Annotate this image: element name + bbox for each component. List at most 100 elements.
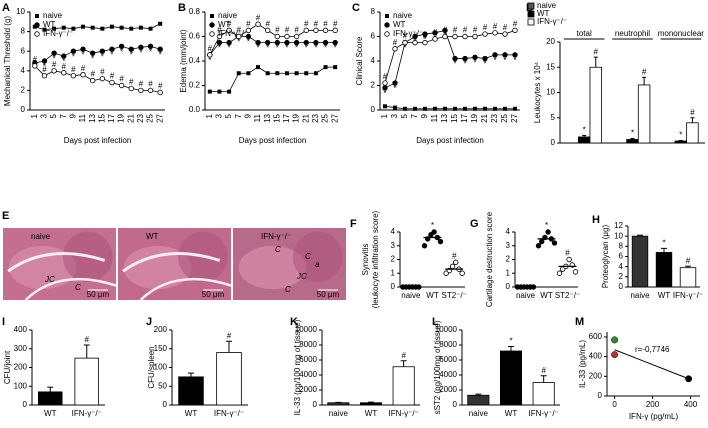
legend-label: naive [393, 11, 413, 20]
marker [492, 52, 498, 58]
legend-marker [34, 22, 40, 28]
significance: * [493, 56, 496, 65]
x-tick-label: 11 [253, 113, 262, 122]
significance: # [413, 32, 418, 41]
marker [118, 43, 125, 49]
panel-letter: C [352, 2, 360, 14]
y-tick-label: 0.6 [189, 32, 201, 41]
bar [637, 84, 651, 144]
significance: # [493, 22, 498, 31]
marker [89, 50, 96, 56]
significance: # [227, 19, 232, 28]
x-tick-label: 3 [215, 113, 224, 118]
significance: # [565, 249, 570, 258]
y-tick-label: 20 [546, 37, 555, 46]
series-line [209, 66, 336, 93]
y-tick-label: 0.4 [189, 56, 201, 65]
marker [413, 106, 417, 111]
x-tick-label: 23 [136, 113, 145, 122]
marker [138, 25, 143, 30]
y-tick-label: 0.8 [189, 7, 201, 16]
tissue [123, 246, 192, 290]
significance: # [81, 64, 86, 73]
micrograph-label: JC [296, 272, 307, 281]
marker [483, 106, 487, 111]
legend-marker [35, 14, 39, 18]
panel-letter: G [470, 218, 479, 230]
marker [472, 33, 478, 40]
marker [503, 106, 507, 111]
marker [284, 71, 289, 76]
significance: * [662, 238, 665, 247]
micrograph-label: C [285, 285, 291, 294]
significance: # [217, 26, 222, 35]
panel-letter: L [432, 316, 439, 328]
dot [459, 270, 465, 276]
legend-swatch [527, 2, 535, 10]
bar [37, 391, 63, 406]
x-tick-label: 11 [78, 113, 87, 122]
marker [216, 39, 223, 46]
marker [463, 106, 467, 111]
legend-marker [209, 31, 215, 37]
y-tick-label: 2 [21, 86, 26, 95]
y-axis-label: IL-33 (pg/mL) [578, 340, 587, 388]
significance: # [110, 72, 115, 81]
x-tick-label: 400 [684, 400, 698, 409]
scale-label: 50 μm [87, 290, 110, 299]
marker [323, 65, 328, 70]
significance: # [513, 19, 518, 28]
micrograph-label: JC [44, 275, 55, 284]
bar [631, 235, 649, 288]
y-tick-label: 1 [391, 268, 396, 277]
significance: # [256, 13, 261, 22]
marker [255, 21, 261, 27]
y-tick-label: 0 [23, 400, 28, 409]
group-label: neutrophil [615, 29, 650, 38]
marker [322, 27, 329, 34]
significance: # [129, 78, 134, 87]
marker [158, 21, 163, 26]
x-tick-label: 21 [126, 113, 135, 122]
marker [513, 106, 517, 111]
significance: * [393, 84, 396, 93]
marker [313, 71, 318, 76]
marker [41, 72, 48, 79]
marker [403, 106, 407, 111]
x-tick-label: 15 [450, 113, 459, 122]
legend-label: WT [393, 20, 406, 29]
marker [236, 33, 242, 40]
marker [462, 55, 468, 62]
significance: # [227, 331, 232, 340]
y-tick-label: 8000 [299, 340, 317, 349]
y-tick-label: 4 [619, 262, 624, 271]
significance: # [473, 26, 478, 35]
legend-swatch [527, 18, 535, 26]
marker [51, 68, 57, 74]
significance: * [149, 47, 152, 56]
y-axis-label: CFU/joint [3, 350, 12, 384]
bar [74, 357, 100, 406]
significance: # [333, 19, 338, 28]
marker [412, 33, 418, 40]
bar [359, 402, 383, 406]
legend-label: naive [43, 11, 63, 20]
y-tick-label: 8 [371, 7, 376, 16]
panel-letter: J [146, 316, 152, 328]
x-tick-label: 23 [311, 113, 320, 122]
y-tick-label: 6000 [299, 355, 317, 364]
legend-label: IFN-γ⁻/⁻ [218, 29, 248, 38]
significance: * [463, 60, 466, 69]
marker [473, 106, 477, 111]
legend-label: naive [218, 11, 238, 20]
marker [472, 54, 478, 61]
panel-letter: M [575, 316, 584, 328]
y-tick-label: 4 [21, 66, 26, 75]
marker [392, 46, 398, 52]
marker [392, 80, 398, 86]
marker [138, 44, 144, 50]
marker [80, 46, 86, 52]
marker [226, 39, 232, 46]
legend-marker [384, 31, 390, 37]
annotation: r=-0,7746 [635, 345, 670, 354]
